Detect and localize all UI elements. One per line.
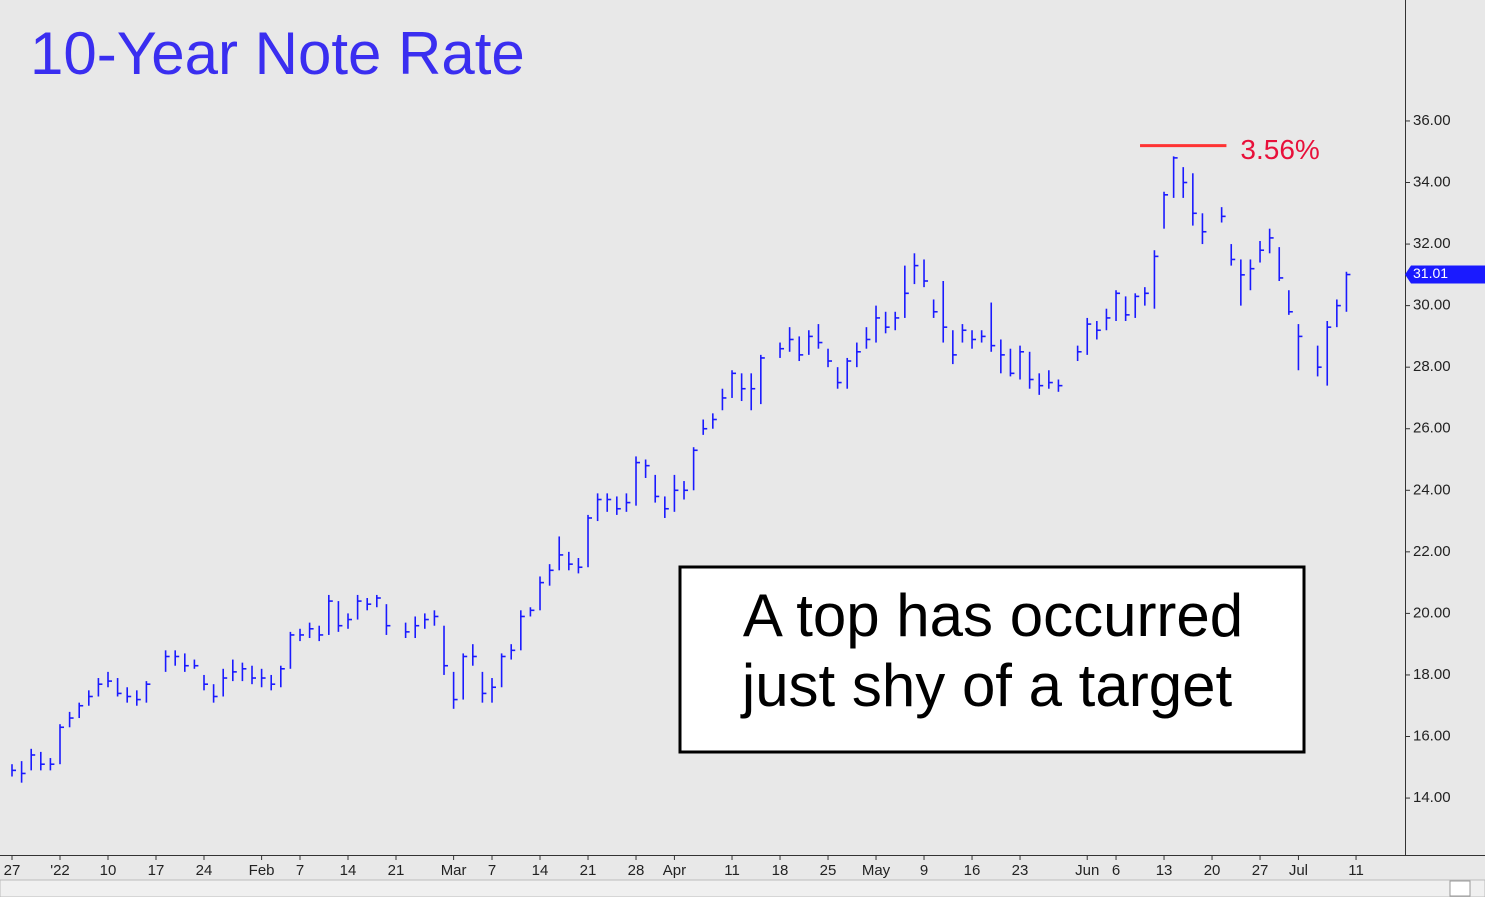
x-tick-label: 28 (628, 862, 645, 879)
x-tick-label: 27 (4, 862, 21, 879)
y-tick-label: 20.00 (1413, 604, 1451, 621)
x-tick-label: Jun (1075, 862, 1099, 879)
y-tick-label: 32.00 (1413, 235, 1451, 252)
x-tick-label: 21 (388, 862, 405, 879)
x-tick-label: 7 (488, 862, 496, 879)
x-tick-label: 14 (340, 862, 357, 879)
scroll-thumb[interactable] (1449, 880, 1471, 897)
x-tick-label: 16 (964, 862, 981, 879)
scrollbar[interactable] (0, 879, 1485, 897)
x-tick-label: May (862, 862, 891, 879)
x-tick-label: 6 (1112, 862, 1120, 879)
x-tick-label: 27 (1252, 862, 1269, 879)
chart-title: 10-Year Note Rate (30, 20, 525, 87)
last-value-label: 31.01 (1413, 265, 1448, 281)
y-tick-label: 28.00 (1413, 358, 1451, 375)
y-tick-label: 24.00 (1413, 481, 1451, 498)
x-tick-label: 17 (148, 862, 165, 879)
y-tick-label: 26.00 (1413, 420, 1451, 437)
x-tick-label: 11 (724, 862, 740, 879)
y-tick-label: 14.00 (1413, 789, 1451, 806)
annotation-line: just shy of a target (740, 652, 1233, 719)
y-tick-label: 34.00 (1413, 173, 1451, 190)
x-tick-label: Feb (249, 862, 275, 879)
x-tick-label: '22 (50, 862, 70, 879)
x-tick-label: 9 (920, 862, 928, 879)
annotation-line: A top has occurred (743, 582, 1243, 649)
x-tick-label: 10 (100, 862, 117, 879)
y-tick-label: 22.00 (1413, 543, 1451, 560)
y-tick-label: 30.00 (1413, 297, 1451, 314)
y-tick-label: 36.00 (1413, 112, 1451, 129)
last-value-tag (1405, 265, 1485, 284)
target-label: 3.56% (1240, 134, 1319, 165)
x-tick-label: 13 (1156, 862, 1173, 879)
x-tick-label: 24 (196, 862, 213, 879)
x-tick-label: 7 (296, 862, 304, 879)
x-tick-label: 23 (1012, 862, 1029, 879)
x-tick-label: 14 (532, 862, 549, 879)
annotation-box (678, 565, 1306, 754)
x-tick-label: Mar (441, 862, 467, 879)
x-tick-label: 11 (1348, 862, 1364, 879)
y-tick-label: 18.00 (1413, 666, 1451, 683)
y-tick-label: 16.00 (1413, 727, 1451, 744)
x-tick-label: 18 (772, 862, 789, 879)
x-tick-label: 25 (820, 862, 837, 879)
x-tick-label: 20 (1204, 862, 1221, 879)
x-tick-label: Jul (1289, 862, 1308, 879)
x-tick-label: Apr (663, 862, 686, 879)
x-tick-label: 21 (580, 862, 597, 879)
